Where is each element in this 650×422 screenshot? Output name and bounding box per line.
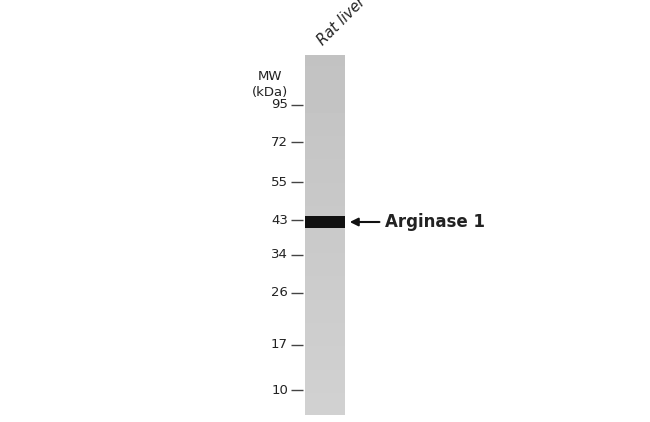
Text: 17: 17 bbox=[271, 338, 288, 352]
Text: 10: 10 bbox=[271, 384, 288, 397]
Bar bbox=[305, 216, 345, 228]
Text: 95: 95 bbox=[271, 98, 288, 111]
Text: MW
(kDa): MW (kDa) bbox=[252, 70, 288, 99]
Text: 26: 26 bbox=[271, 287, 288, 300]
Text: 43: 43 bbox=[271, 214, 288, 227]
Text: 72: 72 bbox=[271, 135, 288, 149]
Text: 34: 34 bbox=[271, 249, 288, 262]
Text: Rat liver: Rat liver bbox=[315, 0, 369, 48]
Text: Arginase 1: Arginase 1 bbox=[352, 213, 485, 231]
Text: 55: 55 bbox=[271, 176, 288, 189]
